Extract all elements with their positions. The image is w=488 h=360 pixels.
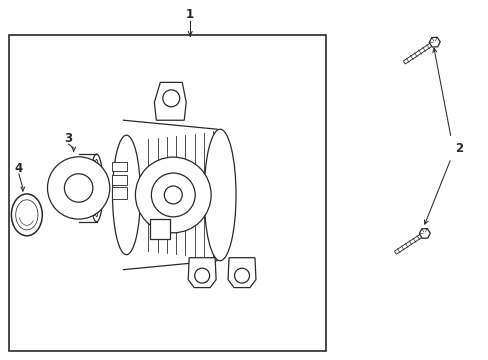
Circle shape (135, 157, 211, 233)
Text: 3: 3 (64, 132, 73, 145)
Circle shape (234, 268, 249, 283)
Polygon shape (419, 229, 429, 238)
Circle shape (164, 186, 182, 204)
FancyBboxPatch shape (111, 187, 127, 199)
FancyBboxPatch shape (150, 219, 170, 239)
Circle shape (151, 173, 195, 217)
Polygon shape (227, 258, 255, 288)
Ellipse shape (11, 194, 42, 236)
Text: 2: 2 (454, 141, 462, 155)
Ellipse shape (112, 135, 140, 255)
Text: 1: 1 (186, 8, 194, 21)
Circle shape (64, 174, 93, 202)
Circle shape (163, 90, 180, 107)
FancyBboxPatch shape (111, 162, 127, 171)
Polygon shape (403, 42, 432, 64)
Circle shape (47, 157, 110, 219)
Circle shape (194, 268, 209, 283)
Polygon shape (428, 37, 439, 47)
Bar (9, 35, 325, 351)
Polygon shape (154, 82, 186, 120)
Polygon shape (394, 234, 423, 254)
Text: 4: 4 (15, 162, 23, 175)
Polygon shape (188, 258, 216, 288)
Ellipse shape (16, 200, 38, 230)
Ellipse shape (90, 154, 103, 222)
Ellipse shape (203, 129, 236, 261)
FancyBboxPatch shape (111, 175, 127, 185)
